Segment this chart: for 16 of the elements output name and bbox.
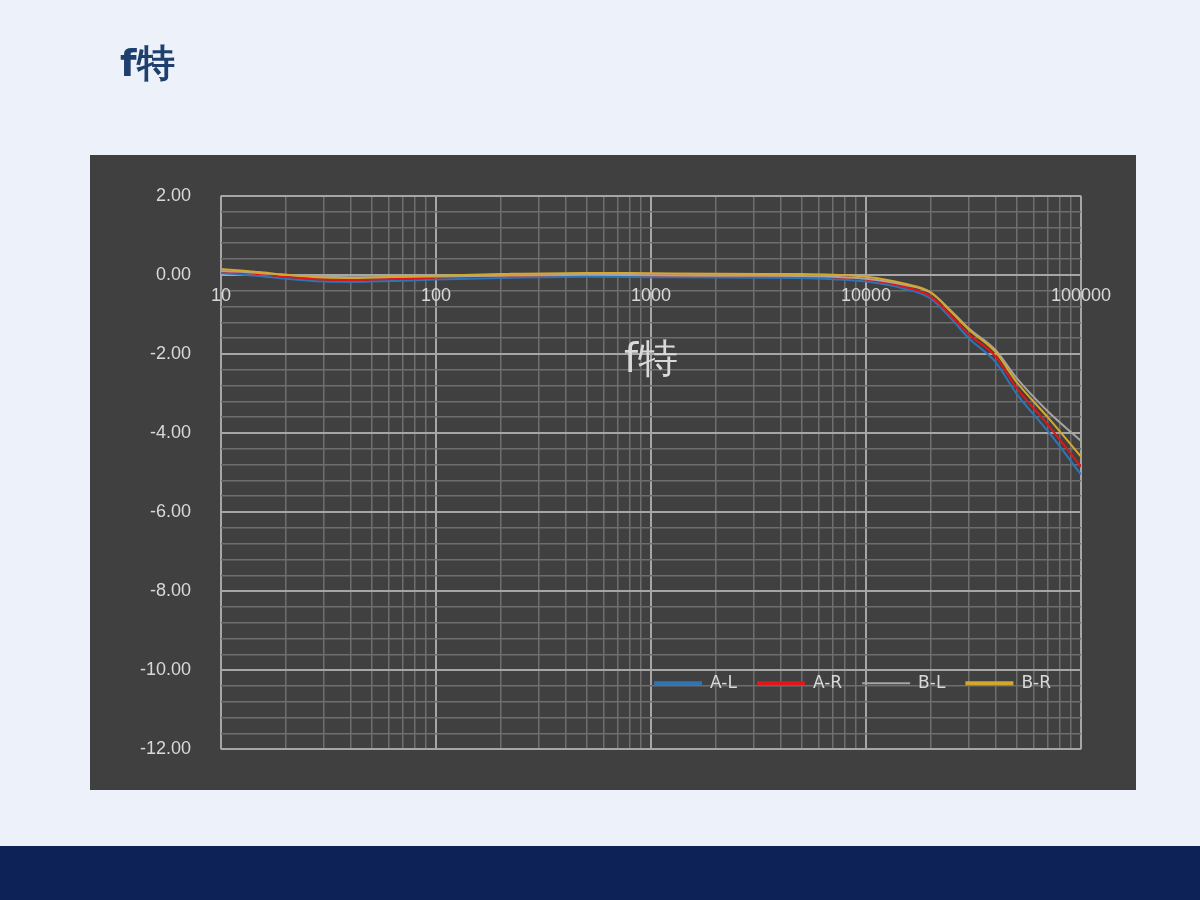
legend-label: B-L [918,671,946,692]
x-tick-label: 1000 [631,284,672,305]
x-tick-label: 10000 [840,284,892,305]
y-tick-label: -10.00 [139,659,192,680]
y-tick-label: -2.00 [150,342,192,363]
chart-title: f特 [120,40,175,87]
legend-label: A-L [710,671,738,692]
y-tick-label: -8.00 [150,580,192,601]
y-tick-label: -4.00 [150,421,192,442]
y-tick-label: -6.00 [150,501,192,521]
x-tick-label: 100 [421,284,452,305]
y-tick-label: 0.00 [155,263,192,284]
y-tick-label: 2.00 [155,184,192,205]
legend-label: A-R [812,671,843,692]
y-tick-label: -12.00 [139,738,192,759]
legend-label: B-R [1021,671,1052,692]
